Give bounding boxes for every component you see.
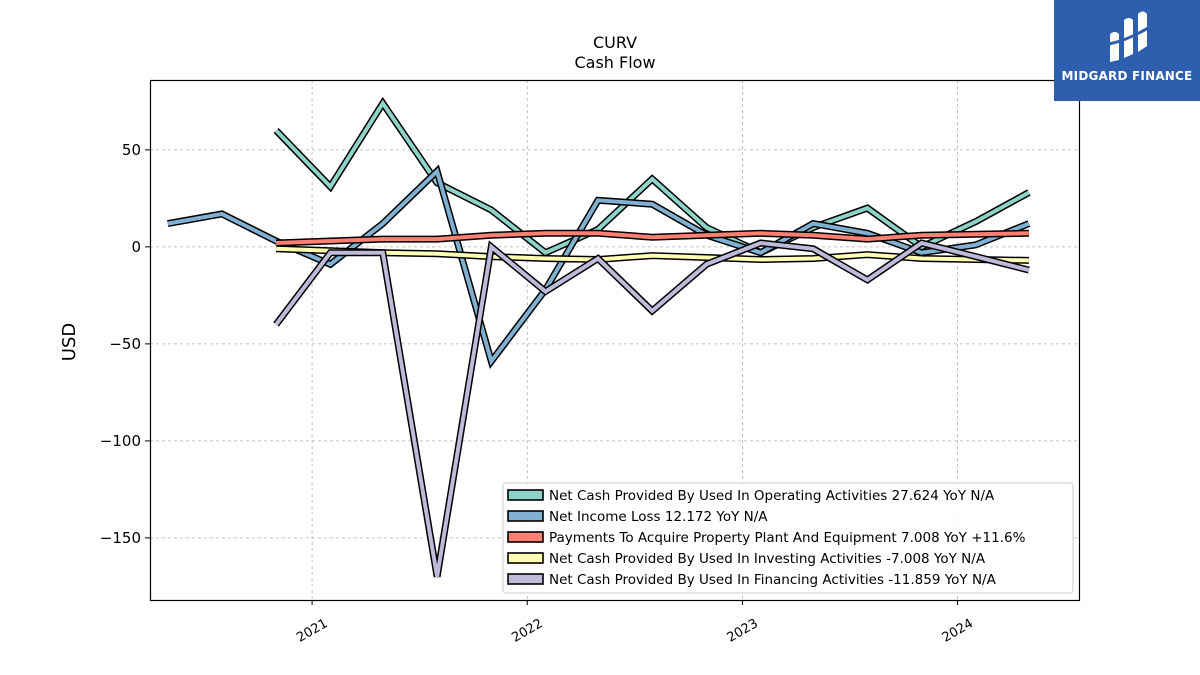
legend-label: Net Income Loss 12.172 YoY N/A (549, 509, 768, 525)
y-tick-label: −100 (100, 432, 141, 450)
legend-box (502, 482, 1074, 594)
chart-subtitle: Cash Flow (574, 53, 655, 72)
legend: Net Cash Provided By Used In Operating A… (502, 482, 1074, 594)
y-axis: 50 0 −50 −100 −150 (100, 141, 150, 547)
series-line-2 (167, 167, 1030, 366)
legend-swatch (507, 531, 544, 543)
x-axis: 2021 2022 2023 2024 (294, 600, 976, 646)
y-tick-label: −150 (100, 529, 141, 547)
legend-label: Net Cash Provided By Used In Operating A… (549, 488, 995, 504)
logo-text: MIDGARD FINANCE (1061, 69, 1193, 83)
series-line-1 (274, 99, 1030, 256)
legend-swatch (507, 489, 544, 501)
y-axis-label: USD (59, 323, 80, 361)
legend-swatch (507, 510, 544, 522)
legend-swatch (507, 552, 544, 564)
series-lines (167, 96, 1031, 578)
x-tick-label: 2023 (725, 616, 761, 646)
x-tick-label: 2024 (940, 616, 976, 646)
y-tick-label: −50 (109, 335, 141, 353)
legend-label: Payments To Acquire Property Plant And E… (549, 530, 1026, 546)
chart-title: CURV (593, 33, 637, 52)
x-tick-label: 2021 (294, 616, 330, 646)
y-tick-label: 0 (131, 238, 141, 256)
series-line-5 (274, 240, 1030, 578)
midgard-finance-logo: MIDGARD FINANCE (1054, 0, 1200, 101)
logo-mark-icon (1108, 11, 1149, 62)
legend-label: Net Cash Provided By Used In Investing A… (549, 551, 986, 567)
legend-swatch (507, 573, 544, 585)
y-tick-label: 50 (122, 141, 141, 159)
x-tick-label: 2022 (509, 616, 545, 646)
plot-frame (149, 79, 1081, 602)
series-line-3 (276, 231, 1029, 245)
legend-label: Net Cash Provided By Used In Financing A… (549, 572, 997, 588)
